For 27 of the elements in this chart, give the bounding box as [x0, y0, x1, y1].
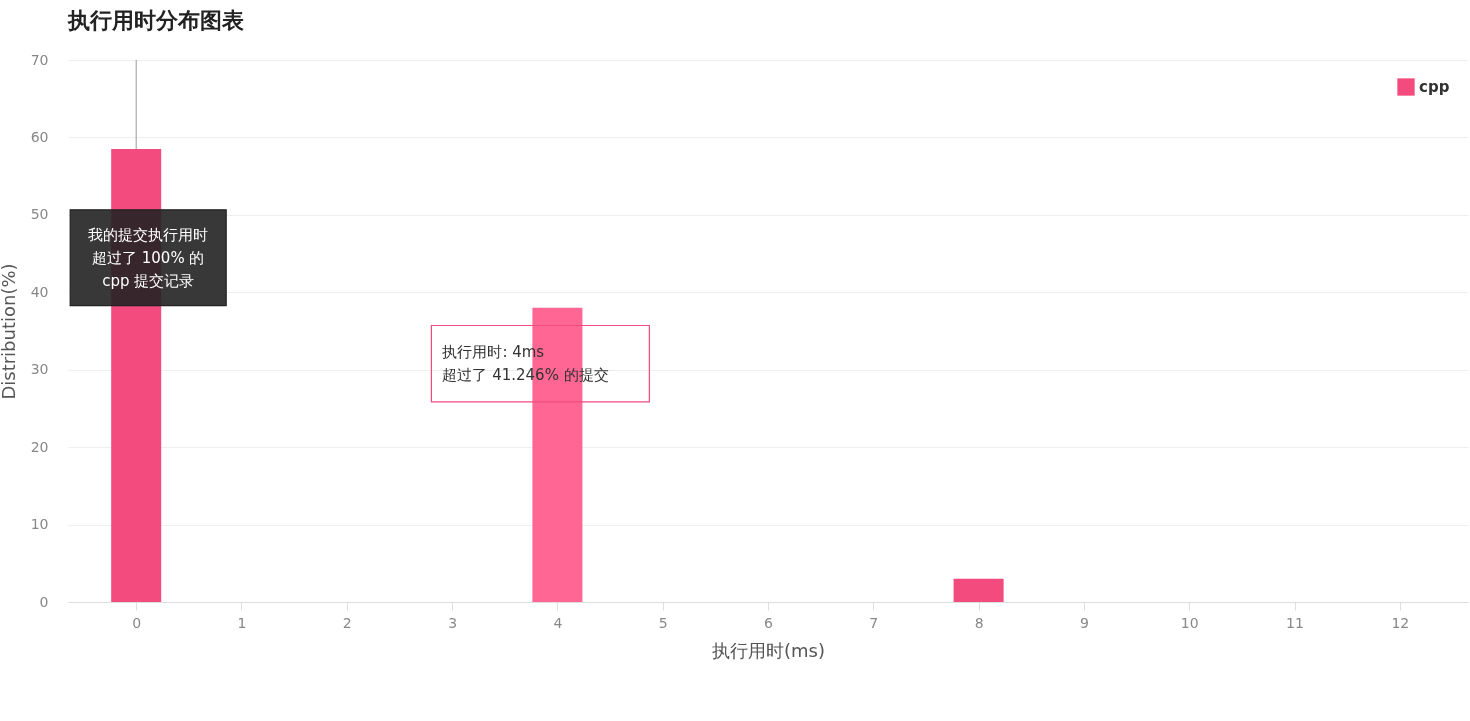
y-tick-label: 30 — [30, 361, 49, 378]
x-tick-label: 0 — [132, 614, 142, 631]
y-tick-label: 50 — [30, 206, 49, 223]
x-tick-label: 12 — [1391, 614, 1410, 631]
y-tick-label: 70 — [30, 51, 49, 68]
y-tick-label: 60 — [30, 128, 49, 145]
x-tick-label: 9 — [1079, 614, 1089, 631]
x-axis-title: 执行用时(ms) — [712, 639, 825, 661]
annotation: 我的提交执行用时超过了 100% 的 cpp 提交记录 — [88, 225, 209, 290]
x-tick-label: 4 — [553, 614, 563, 631]
x-tick-label: 7 — [869, 614, 879, 631]
legend-label: cpp — [1419, 78, 1450, 96]
x-tick-label: 11 — [1286, 614, 1304, 631]
y-tick-label: 20 — [30, 438, 49, 455]
x-tick-label: 8 — [974, 614, 984, 631]
x-tick-label: 5 — [658, 614, 668, 631]
y-axis-title: Distribution(%) — [0, 263, 19, 400]
x-tick-label: 1 — [237, 614, 247, 631]
bar — [953, 578, 1004, 602]
x-tick-label: 6 — [764, 614, 774, 631]
x-tick-label: 2 — [342, 614, 352, 631]
y-tick-label: 40 — [30, 283, 49, 300]
chart-title: 执行用时分布图表 — [67, 8, 244, 33]
y-tick-label: 10 — [30, 516, 49, 533]
x-tick-label: 3 — [448, 614, 458, 631]
x-tick-label: 10 — [1180, 614, 1199, 631]
y-tick-label: 0 — [39, 593, 49, 610]
